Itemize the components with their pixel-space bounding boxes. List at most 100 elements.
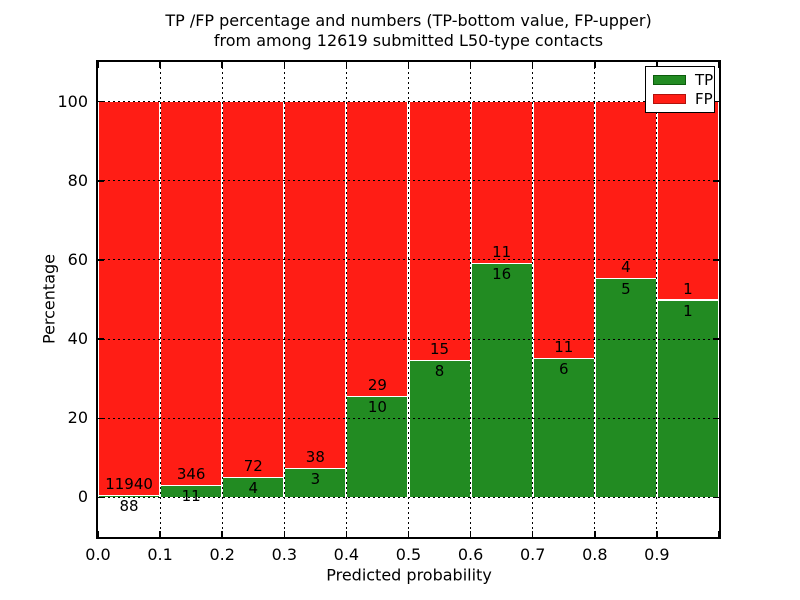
gridline-vertical xyxy=(159,62,161,537)
bar-segment-tp xyxy=(656,299,719,498)
bar-label-tp: 10 xyxy=(367,397,387,416)
x-tick-bottom xyxy=(531,531,534,537)
legend: TP FP xyxy=(645,66,715,113)
x-tick-label: 0.7 xyxy=(519,545,546,564)
gridline-vertical xyxy=(470,62,472,537)
bar-label-fp: 11940 xyxy=(105,474,153,493)
chart-title-line2: from among 12619 submitted L50-type cont… xyxy=(213,31,604,50)
y-tick-left xyxy=(98,180,104,182)
y-tick-label: 80 xyxy=(67,170,88,190)
y-tick-left xyxy=(98,259,104,261)
bar-label-fp: 72 xyxy=(243,456,263,475)
y-tick-label: 40 xyxy=(67,329,88,349)
gridline-vertical xyxy=(408,62,409,537)
bar-label-fp: 11 xyxy=(492,242,512,261)
x-tick-bottom xyxy=(718,531,720,537)
x-tick-top xyxy=(407,62,410,68)
x-tick-bottom xyxy=(656,531,658,537)
x-tick-bottom xyxy=(469,531,472,537)
tp-legend-label: TP xyxy=(695,70,714,89)
x-tick-top xyxy=(531,62,534,68)
x-tick-label: 0.4 xyxy=(333,545,360,564)
y-tick-left xyxy=(98,417,104,419)
y-tick-label: 20 xyxy=(67,408,88,428)
x-tick-top xyxy=(718,62,720,68)
bar-segment-fp xyxy=(284,101,347,469)
bar-segment-fp xyxy=(98,101,161,495)
y-tick-right xyxy=(713,338,719,340)
bar-label-tp: 1 xyxy=(683,301,693,320)
x-tick-bottom xyxy=(159,531,161,537)
x-tick-label: 0.1 xyxy=(147,545,173,564)
bar-label-tp: 4 xyxy=(248,478,259,497)
x-tick-top xyxy=(345,62,348,68)
x-tick-top xyxy=(97,62,99,68)
y-tick-right xyxy=(713,180,719,182)
bar-segment-fp xyxy=(408,101,471,360)
gridline-vertical xyxy=(656,62,658,537)
fp-legend-swatch xyxy=(653,94,686,105)
y-tick-right xyxy=(713,496,719,499)
y-tick-right xyxy=(713,100,719,103)
bar-label-tp: 5 xyxy=(621,279,631,298)
x-tick-top xyxy=(221,62,223,68)
bar-label-fp: 4 xyxy=(621,257,631,276)
tp-legend-swatch xyxy=(653,74,686,85)
y-tick-label: 0 xyxy=(77,487,88,507)
x-tick-top xyxy=(283,62,286,68)
bar-segment-fp xyxy=(594,101,657,278)
x-tick-label: 0.3 xyxy=(271,545,298,564)
x-tick-top xyxy=(159,62,161,68)
x-tick-label: 0.5 xyxy=(395,545,422,564)
x-tick-top xyxy=(594,62,596,68)
y-tick-right xyxy=(713,417,719,419)
gridline-vertical xyxy=(532,62,534,537)
y-tick-label: 60 xyxy=(67,249,88,269)
chart-title: TP /FP percentage and numbers (TP-bottom… xyxy=(96,11,721,51)
bar-segment-tp xyxy=(470,262,533,498)
x-tick-bottom xyxy=(283,531,286,537)
bar-segment-tp xyxy=(222,476,285,498)
x-tick-label: 0.0 xyxy=(85,545,111,564)
gridline-vertical xyxy=(345,62,347,537)
x-tick-bottom xyxy=(97,531,99,537)
legend-item-fp: FP xyxy=(646,90,714,108)
bar-segment-fp xyxy=(470,101,533,263)
bar-segment-tp xyxy=(594,277,657,498)
gridline-vertical xyxy=(221,62,223,537)
bar-segment-tp xyxy=(160,485,223,498)
x-tick-label: 0.2 xyxy=(209,545,235,564)
bar-label-tp: 6 xyxy=(558,359,569,378)
chart-title-line1: TP /FP percentage and numbers (TP-bottom… xyxy=(165,11,652,30)
bar-segment-tp xyxy=(98,494,161,498)
bar-label-tp: 8 xyxy=(434,361,445,380)
gridline-vertical xyxy=(594,62,596,537)
x-tick-bottom xyxy=(594,531,596,537)
bar-label-fp: 29 xyxy=(367,375,387,394)
bar-segment-tp xyxy=(532,357,595,498)
bar-segment-tp xyxy=(408,359,471,498)
bar-label-fp: 38 xyxy=(305,448,325,467)
y-tick-left xyxy=(98,100,104,103)
bar-label-tp: 16 xyxy=(492,264,512,283)
bar-label-tp: 88 xyxy=(119,496,139,515)
x-tick-top xyxy=(656,62,658,68)
y-tick-label: 100 xyxy=(57,91,88,111)
x-tick-bottom xyxy=(221,531,223,537)
y-tick-right xyxy=(713,259,719,261)
gridline-vertical xyxy=(283,62,285,537)
bar-label-fp: 346 xyxy=(176,465,206,484)
x-tick-label: 0.6 xyxy=(457,545,484,564)
y-tick-left xyxy=(98,338,104,340)
bar-label-tp: 3 xyxy=(310,470,321,489)
bar-label-fp: 1 xyxy=(683,279,693,298)
bar-segment-tp xyxy=(284,468,347,498)
bar-segment-fp xyxy=(346,101,409,396)
x-tick-bottom xyxy=(407,531,410,537)
legend-item-tp: TP xyxy=(646,71,714,89)
y-tick-left xyxy=(98,496,104,499)
bar-label-fp: 15 xyxy=(430,339,450,358)
x-tick-label: 0.8 xyxy=(582,545,608,564)
x-axis-label: Predicted probability xyxy=(326,565,492,585)
